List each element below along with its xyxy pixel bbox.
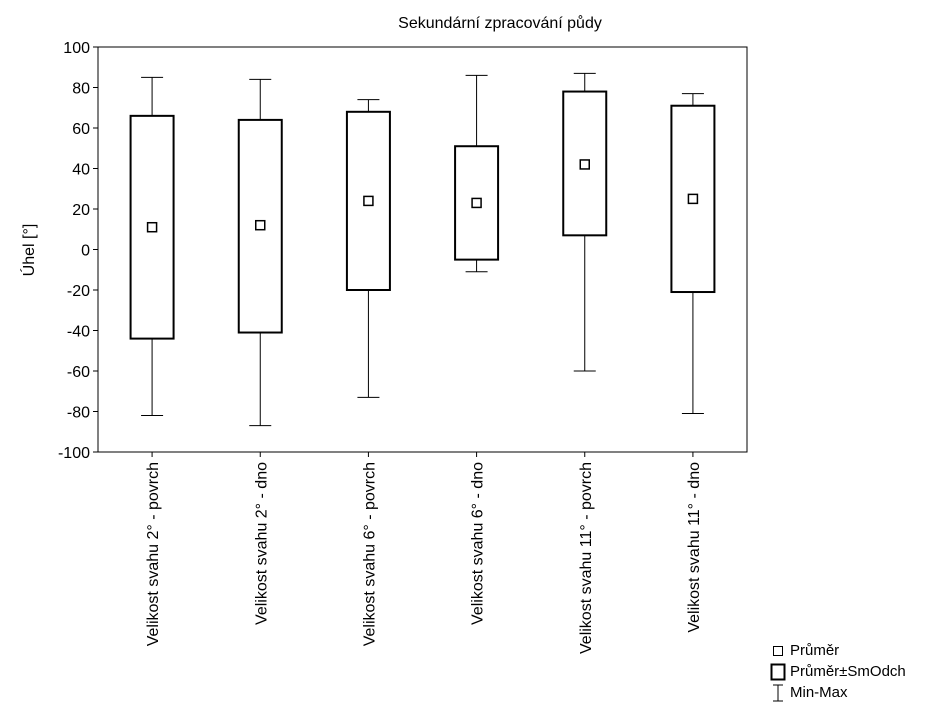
whisker-marker-icon: [768, 684, 788, 702]
box-marker-icon: [768, 663, 788, 681]
mean-marker: [363, 195, 374, 207]
y-tick-label: 40: [72, 162, 90, 179]
legend-item-mean: Průměr: [768, 640, 906, 661]
x-tick-label: Velikost svahu 2° - povrch: [145, 462, 162, 646]
legend-box-label: Průměr±SmOdch: [790, 663, 906, 680]
plot-frame: [97, 46, 748, 453]
y-tick-label: -20: [67, 283, 90, 300]
mean-marker: [579, 159, 590, 170]
y-tick-label: -80: [67, 405, 90, 422]
mean-marker: [687, 193, 699, 205]
x-tick-label: Velikost svahu 11° - povrch: [578, 462, 595, 654]
y-tick-label: -100: [58, 445, 90, 462]
y-tick-label: 0: [81, 243, 90, 260]
box-group: [237, 78, 283, 427]
mean-marker: [255, 219, 266, 231]
legend-mean-label: Průměr: [790, 642, 840, 659]
x-tick-label: Velikost svahu 11° - dno: [686, 462, 703, 633]
y-axis: 100 80 60 40 20 0 -20 -40 -60 -80 -100: [58, 40, 98, 462]
y-tick-label: -40: [67, 324, 90, 341]
legend: Průměr Průměr±SmOdch Min-Max: [768, 640, 906, 703]
y-tick-label: 80: [72, 81, 90, 98]
x-axis: Velikost svahu 2° - povrch Velikost svahu…: [145, 452, 703, 654]
y-tick-label: 60: [72, 121, 90, 138]
box-group: [129, 76, 175, 417]
y-axis-label: Úhel [°]: [19, 224, 38, 277]
y-tick-label: -60: [67, 364, 90, 381]
y-tick-label: 100: [63, 40, 90, 57]
box-group: [670, 93, 716, 415]
mean-marker-icon: [768, 645, 788, 657]
box-group: [562, 72, 608, 372]
box-group: [345, 99, 391, 398]
x-tick-label: Velikost svahu 6° - povrch: [361, 462, 378, 646]
x-tick-label: Velikost svahu 2° - dno: [253, 462, 270, 625]
chart-title: Sekundární zpracování půdy: [398, 14, 602, 32]
legend-item-box: Průměr±SmOdch: [768, 661, 906, 682]
legend-item-whisker: Min-Max: [768, 682, 906, 703]
box-group: [454, 74, 500, 273]
mean-marker: [471, 197, 482, 209]
y-tick-label: 20: [72, 202, 90, 219]
mean-marker: [146, 221, 158, 233]
box-series: [129, 72, 716, 427]
legend-whisker-label: Min-Max: [790, 684, 848, 701]
x-tick-label: Velikost svahu 6° - dno: [470, 462, 487, 625]
